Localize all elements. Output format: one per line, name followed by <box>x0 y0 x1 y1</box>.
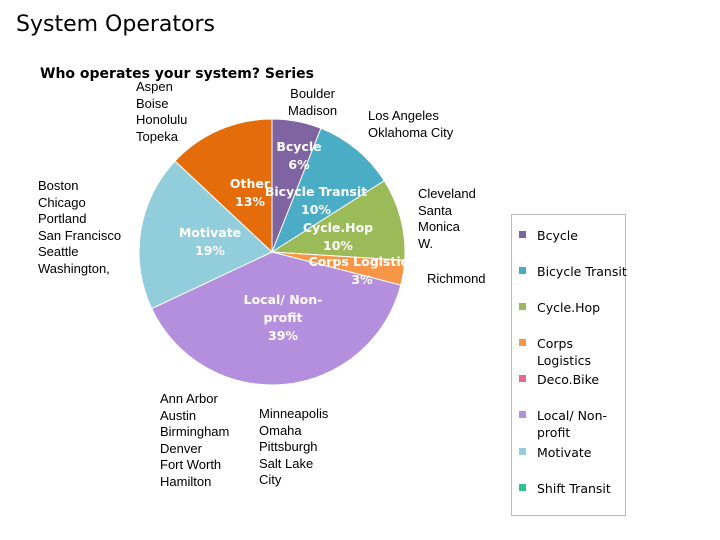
legend-item-local-non-profit: Local/ Non-profit <box>512 407 627 441</box>
legend-item-corps-logistics: Corps Logistics <box>512 335 627 369</box>
local-cities-left: Ann Arbor Austin Birmingham Denver Fort … <box>160 391 230 489</box>
other-cities: Aspen Boise Honolulu Topeka <box>136 79 188 144</box>
chart-title: Who operates your system? Series <box>40 66 314 82</box>
legend-swatch-motivate <box>519 448 526 455</box>
legend-swatch-bicycle-transit <box>519 267 526 274</box>
local-cities-right: Minneapolis Omaha Pittsburgh Salt Lake C… <box>259 406 329 487</box>
slice-label-local-non-profit: Local/ Non-profit 39% <box>244 292 323 343</box>
slice-label-cycle-hop: Cycle.Hop 10% <box>303 220 373 253</box>
legend-item-bcycle: Bcycle <box>512 227 627 244</box>
legend-item-shift-transit: Shift Transit <box>512 480 627 497</box>
pie-slice-cycle-hop <box>270 180 406 261</box>
corps-logistics-cities: Richmond <box>427 271 486 286</box>
slice-label-bicycle-transit: Bicycle Transit 10% <box>265 184 367 217</box>
legend-swatch-shift-transit <box>519 484 526 491</box>
legend-label-deco-bike: Deco.Bike <box>537 372 600 387</box>
legend-swatch-bcycle <box>519 231 526 238</box>
pie-slice-bicycle-transit <box>270 127 385 254</box>
legend-swatch-cycle-hop <box>519 303 526 310</box>
pie-slice-other <box>174 118 273 254</box>
bicycle-transit-cities: Los Angeles Oklahoma City <box>368 108 454 140</box>
pie-slice-motivate <box>138 160 273 310</box>
legend-label-shift-transit: Shift Transit <box>537 481 611 496</box>
legend-label-bicycle-transit: Bicycle Transit <box>537 264 627 279</box>
slice-label-other: Other 13% <box>230 176 271 209</box>
legend-label-corps-logistics: Corps Logistics <box>537 336 592 368</box>
slice-label-corps-logistics: Corps Logistics 3% <box>308 254 415 287</box>
legend-item-deco-bike: Deco.Bike <box>512 371 627 388</box>
legend-swatch-corps-logistics <box>519 339 526 346</box>
cycle-hop-cities: Cleveland Santa Monica W. <box>418 186 476 251</box>
legend-label-local-non-profit: Local/ Non-profit <box>537 408 608 440</box>
chart-legend: Bcycle Bicycle Transit Cycle.Hop Corps Logi… <box>511 214 627 516</box>
legend-swatch-deco-bike <box>519 375 526 382</box>
legend-label-cycle-hop: Cycle.Hop <box>537 300 601 315</box>
legend-item-motivate: Motivate <box>512 444 627 461</box>
slice-label-motivate: Motivate 19% <box>179 225 241 258</box>
legend-label-motivate: Motivate <box>537 445 592 460</box>
bcycle-cities: Boulder Madison <box>288 86 338 118</box>
legend-item-bicycle-transit: Bicycle Transit <box>512 263 627 280</box>
legend-item-cycle-hop: Cycle.Hop <box>512 299 627 316</box>
motivate-cities: Boston Chicago Portland San Francisco Se… <box>38 178 122 276</box>
legend-label-bcycle: Bcycle <box>537 228 578 243</box>
slice-label-bcycle: Bcycle 6% <box>276 139 321 172</box>
legend-swatch-local-non-profit <box>519 411 526 418</box>
page-title: System Operators <box>16 12 215 37</box>
pie-slice-local-non-profit <box>150 251 402 386</box>
